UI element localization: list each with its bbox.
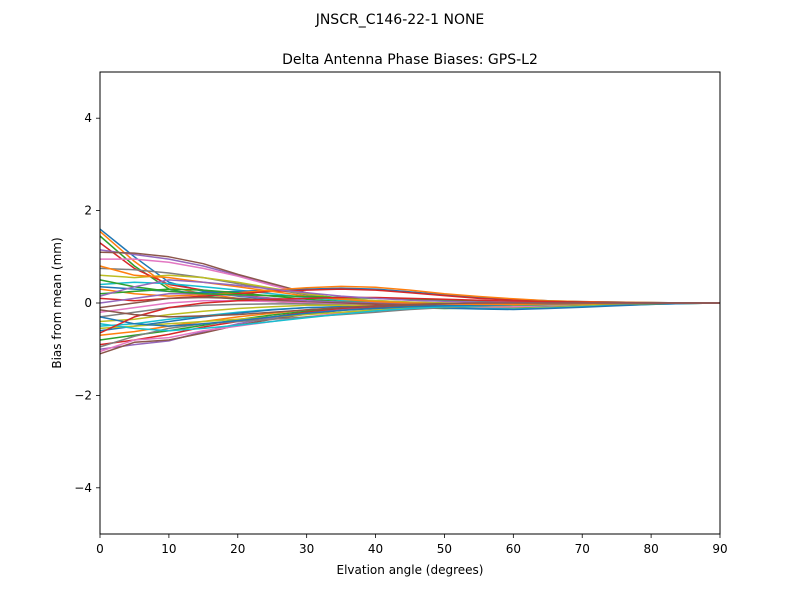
y-tick-label: 2 — [84, 204, 92, 218]
y-tick-label: 0 — [84, 296, 92, 310]
x-tick-label: 80 — [643, 542, 658, 556]
x-tick-label: 30 — [299, 542, 314, 556]
figure-suptitle: JNSCR_C146-22-1 NONE — [315, 12, 485, 28]
x-tick-label: 10 — [161, 542, 176, 556]
x-tick-label: 20 — [230, 542, 245, 556]
x-tick-label: 60 — [506, 542, 521, 556]
x-tick-label: 0 — [96, 542, 104, 556]
x-axis-label: Elvation angle (degrees) — [337, 563, 484, 577]
x-tick-label: 70 — [575, 542, 590, 556]
y-axis-label: Bias from mean (mm) — [50, 237, 64, 368]
x-tick-label: 40 — [368, 542, 383, 556]
chart-title: Delta Antenna Phase Biases: GPS-L2 — [282, 52, 538, 68]
x-tick-label: 90 — [712, 542, 727, 556]
y-tick-label: −4 — [74, 481, 92, 495]
y-axis: −4 −2 0 2 4 — [74, 111, 100, 495]
y-tick-label: −2 — [74, 388, 92, 402]
x-axis: 0 10 20 30 40 50 60 70 80 90 — [96, 534, 728, 556]
series-layer — [99, 228, 721, 355]
y-tick-label: 4 — [84, 111, 92, 125]
series-line-35 — [99, 302, 720, 318]
x-tick-label: 50 — [437, 542, 452, 556]
